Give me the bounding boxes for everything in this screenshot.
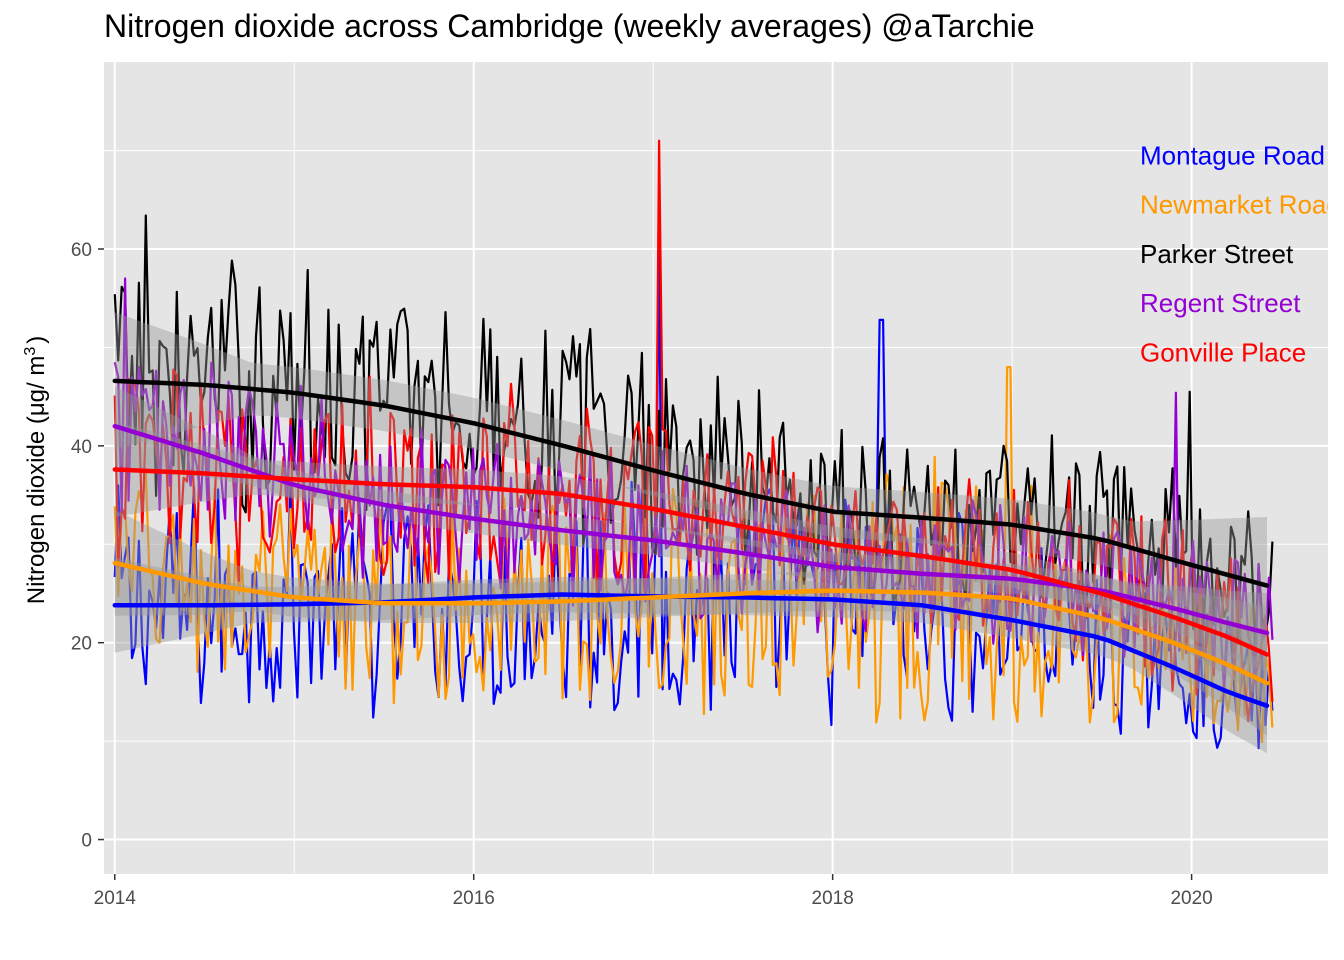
chart-title: Nitrogen dioxide across Cambridge (weekl… bbox=[104, 8, 1035, 44]
y-axis-title-mu: μ bbox=[23, 402, 50, 416]
y-axis-title: Nitrogen dioxide (μg/ m3) bbox=[22, 336, 50, 605]
raw-line-montague-road bbox=[113, 249, 1274, 750]
x-tick-label: 2018 bbox=[812, 888, 854, 909]
y-tick-label: 20 bbox=[71, 634, 92, 655]
y-axis: 0 20 40 60 bbox=[71, 240, 104, 852]
x-tick-label: 2016 bbox=[453, 888, 495, 909]
legend-label: Montague Road bbox=[1140, 141, 1325, 171]
y-axis-title-sup: 3 bbox=[22, 347, 39, 356]
x-tick-label: 2014 bbox=[94, 888, 137, 909]
y-axis-title-main: Nitrogen dioxide ( bbox=[23, 416, 50, 604]
smooth-line-parker-street bbox=[112, 378, 1270, 588]
raw-line-parker-street bbox=[113, 214, 1274, 653]
smooth-lines bbox=[112, 378, 1270, 708]
band-montague-road bbox=[114, 557, 1267, 754]
band-gonville-place bbox=[114, 422, 1267, 702]
x-tick-label: 2020 bbox=[1170, 888, 1212, 909]
legend: Montague Road Newmarket Road Parker Street… bbox=[1140, 141, 1341, 368]
legend-label: Gonville Place bbox=[1140, 337, 1306, 367]
legend-label: Regent Street bbox=[1140, 288, 1301, 318]
y-tick-label: 0 bbox=[81, 831, 92, 852]
y-axis-title-unit: g/ m bbox=[23, 356, 50, 403]
y-tick-label: 60 bbox=[71, 240, 92, 261]
smooth-line-newmarket-road bbox=[112, 560, 1270, 686]
y-tick-label: 40 bbox=[71, 437, 92, 458]
y-axis-title-close: ) bbox=[23, 336, 50, 344]
smooth-line-gonville-place bbox=[112, 467, 1270, 657]
legend-label: Parker Street bbox=[1140, 239, 1294, 269]
legend-label: Newmarket Road bbox=[1140, 190, 1341, 220]
band-parker-street bbox=[114, 312, 1267, 655]
x-axis: 2014 2016 2018 2020 bbox=[94, 874, 1213, 909]
